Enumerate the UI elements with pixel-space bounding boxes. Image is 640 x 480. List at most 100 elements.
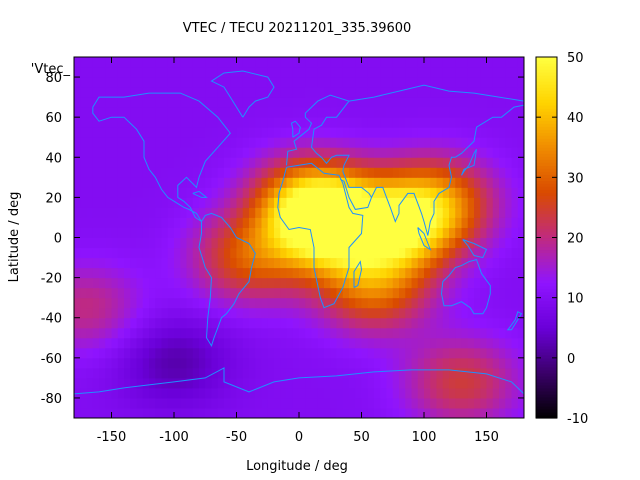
heatmap-cell [192, 237, 200, 249]
heatmap-cell [111, 357, 119, 369]
colorbar-cell [536, 108, 557, 112]
heatmap-cell [505, 187, 512, 198]
heatmap-cell [305, 297, 312, 309]
heatmap-cell [392, 147, 400, 158]
heatmap-cell [155, 147, 162, 158]
heatmap-cell [486, 157, 494, 168]
heatmap-cell [517, 167, 525, 178]
heatmap-cell [411, 307, 419, 319]
heatmap-cell [267, 217, 275, 228]
coastline [310, 100, 373, 210]
heatmap-cell [249, 347, 256, 359]
heatmap-cell [280, 297, 287, 309]
heatmap-cell [136, 177, 144, 188]
heatmap-cell [430, 57, 437, 68]
heatmap-cell [492, 327, 500, 339]
heatmap-cell [436, 337, 444, 349]
heatmap-cell [355, 257, 362, 269]
heatmap-cell [474, 407, 481, 419]
heatmap-cell [292, 147, 300, 158]
heatmap-cell [424, 387, 431, 399]
heatmap-cell [267, 287, 275, 299]
heatmap-cell [380, 57, 387, 68]
heatmap-cell [74, 307, 81, 319]
heatmap-cell [424, 157, 431, 168]
colorbar-cell [536, 345, 557, 350]
heatmap-cell [92, 137, 100, 148]
heatmap-cell [374, 297, 381, 309]
heatmap-cell [186, 87, 194, 98]
colorbar-cell [536, 402, 557, 407]
heatmap-cell [217, 307, 225, 319]
heatmap-cell [505, 57, 512, 68]
heatmap-cell [267, 387, 275, 399]
colorbar-cell [536, 318, 557, 323]
heatmap-cell [255, 117, 262, 128]
heatmap-cell [117, 277, 125, 289]
heatmap-cell [180, 317, 187, 329]
heatmap-cell [130, 67, 137, 78]
heatmap-cell [105, 287, 112, 299]
heatmap-cell [455, 177, 462, 188]
heatmap-cell [380, 137, 387, 148]
coastline [417, 227, 432, 251]
heatmap-cell [392, 127, 400, 138]
heatmap-cell [355, 347, 362, 359]
heatmap-cell [499, 307, 506, 319]
heatmap-cell [430, 337, 437, 349]
heatmap-cell [455, 397, 462, 409]
heatmap-cell [180, 107, 187, 118]
heatmap-cell [386, 257, 394, 269]
heatmap-cell [292, 297, 300, 309]
heatmap-cell [492, 137, 500, 148]
heatmap-cell [299, 307, 306, 319]
heatmap-cell [299, 317, 306, 329]
heatmap-cell [405, 187, 412, 198]
heatmap-cell [480, 147, 487, 158]
heatmap-cell [380, 67, 387, 78]
heatmap-cell [267, 97, 275, 108]
heatmap-cell [474, 397, 481, 409]
heatmap-cell [380, 117, 387, 128]
heatmap-cell [230, 57, 237, 68]
heatmap-cell [424, 377, 431, 389]
heatmap-cell [386, 197, 394, 208]
heatmap-cell [180, 57, 187, 68]
heatmap-cell [274, 127, 281, 138]
heatmap-cell [299, 387, 306, 399]
heatmap-cell [449, 107, 456, 118]
heatmap-cell [242, 207, 250, 218]
heatmap-cell [436, 317, 444, 329]
heatmap-cell [111, 187, 119, 198]
heatmap-cell [405, 367, 412, 379]
heatmap-cell [117, 97, 125, 108]
heatmap-cell [480, 317, 487, 329]
heatmap-cell [205, 247, 212, 259]
heatmap-cell [180, 347, 187, 359]
heatmap-cell [386, 147, 394, 158]
heatmap-cell [367, 337, 375, 349]
heatmap-cell [74, 87, 81, 98]
heatmap-cell [99, 237, 106, 249]
heatmap-cell [417, 117, 425, 128]
heatmap-cell [492, 107, 500, 118]
heatmap-cell [486, 197, 494, 208]
heatmap-cell [167, 297, 175, 309]
heatmap-cell [286, 347, 294, 359]
heatmap-cell [80, 257, 87, 269]
heatmap-cell [280, 57, 287, 68]
heatmap-cell [80, 227, 87, 238]
heatmap-cell [211, 57, 219, 68]
heatmap-cell [117, 197, 125, 208]
heatmap-cell [486, 177, 494, 188]
heatmap-cell [130, 337, 137, 349]
heatmap-cell [467, 257, 475, 269]
heatmap-cell [155, 217, 162, 228]
heatmap-cell [342, 317, 350, 329]
heatmap-cell [174, 327, 181, 339]
heatmap-cell [286, 197, 294, 208]
coastline [198, 212, 256, 347]
heatmap-cell [192, 287, 200, 299]
heatmap-cell [411, 87, 419, 98]
heatmap-cell [374, 77, 381, 88]
